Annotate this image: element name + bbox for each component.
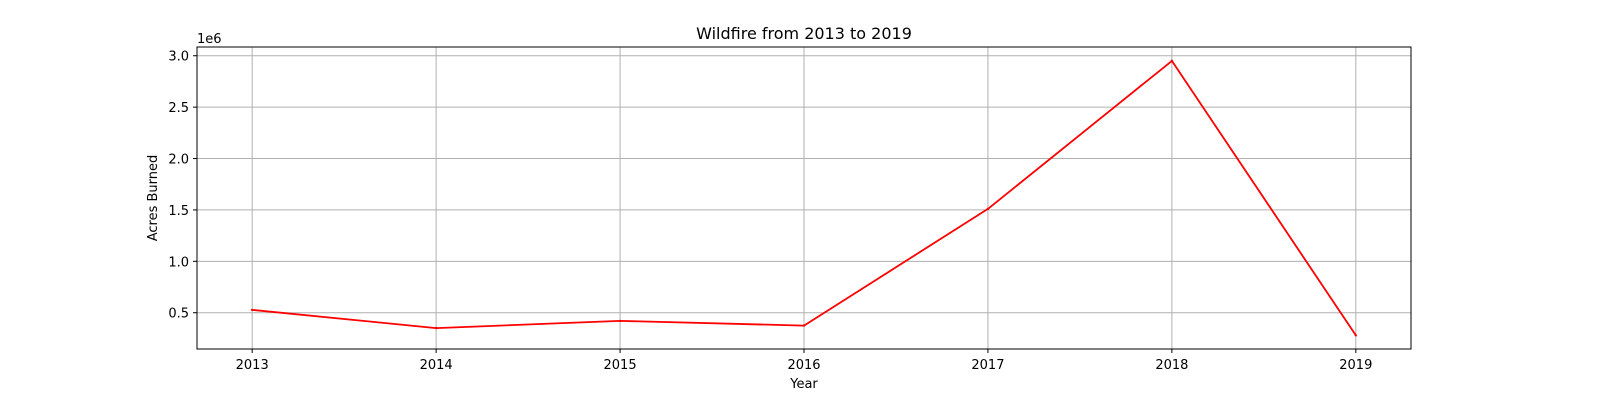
data-point (1170, 59, 1174, 63)
y-tick-label: 2.5 (168, 101, 189, 116)
x-tick-label: 2019 (1339, 358, 1372, 373)
y-tick-label: 2.0 (168, 153, 189, 168)
x-tick-label: 2014 (420, 358, 453, 373)
y-tick-label: 1.5 (168, 204, 189, 219)
y-offset-label: 1e6 (197, 32, 222, 47)
data-point (250, 308, 254, 312)
data-point (434, 326, 438, 330)
ticks-layer: 2013 2014 2015 2016 2017 2018 2019 0.5 1.0 1.5 2.0… (168, 50, 1372, 373)
x-axis-label: Year (789, 377, 818, 392)
y-axis-label: Acres Burned (146, 155, 161, 242)
data-point (1354, 334, 1358, 337)
grid-layer (197, 47, 1411, 349)
y-tick-label: 0.5 (168, 307, 189, 322)
series-layer (250, 59, 1358, 337)
y-tick-label: 1.0 (168, 255, 189, 270)
y-tick-label: 3.0 (168, 50, 189, 65)
x-tick-label: 2017 (971, 358, 1004, 373)
x-tick-label: 2018 (1155, 358, 1188, 373)
x-tick-label: 2016 (787, 358, 820, 373)
data-point (802, 324, 806, 327)
x-tick-label: 2013 (236, 358, 269, 373)
chart-title: Wildfire from 2013 to 2019 (696, 24, 912, 43)
x-tick-label: 2015 (604, 358, 637, 373)
data-point (618, 319, 622, 323)
data-point (986, 207, 990, 211)
